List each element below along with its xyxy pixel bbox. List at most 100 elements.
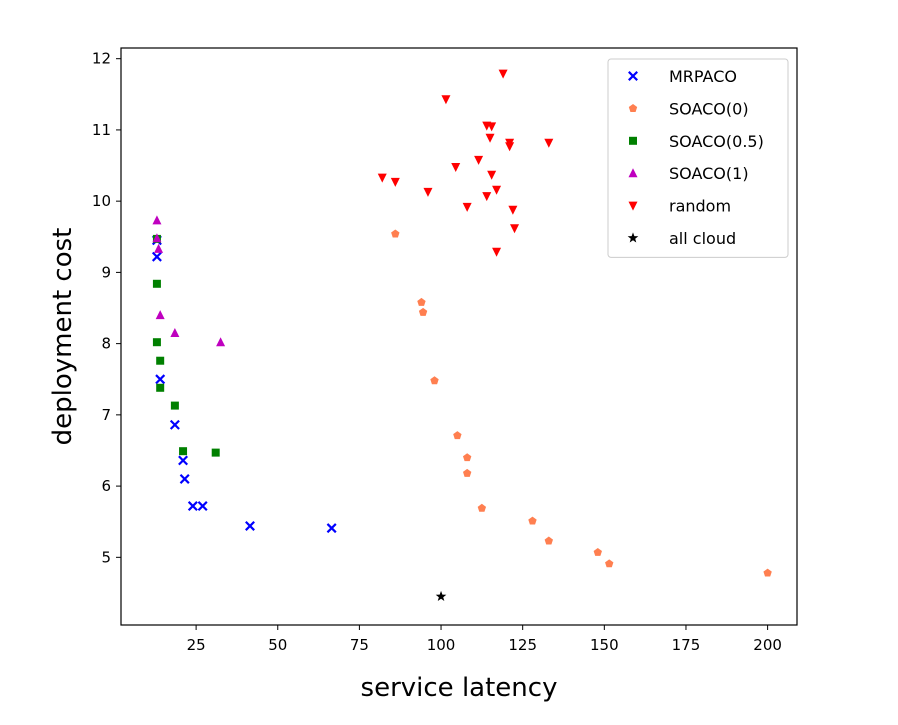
data-point — [451, 162, 461, 172]
data-point — [544, 138, 554, 148]
data-point — [423, 187, 433, 197]
y-tick-label: 8 — [101, 335, 111, 353]
data-point — [170, 327, 180, 337]
data-point — [152, 338, 161, 347]
data-point — [156, 383, 165, 392]
data-point — [152, 279, 161, 288]
series-soaco-1 — [152, 215, 226, 347]
data-point — [593, 547, 602, 556]
series-random — [377, 69, 554, 257]
x-tick-label: 125 — [508, 636, 537, 654]
legend-item: SOACO(1) — [628, 164, 749, 183]
data-point — [605, 559, 614, 568]
y-tick-label: 5 — [101, 548, 111, 566]
data-point — [492, 247, 502, 257]
data-point — [430, 376, 439, 385]
x-tick-label: 175 — [672, 636, 701, 654]
data-point — [492, 185, 502, 195]
data-point — [169, 419, 180, 430]
legend-label: random — [669, 197, 731, 216]
data-point — [154, 243, 164, 253]
legend-label: SOACO(1) — [669, 164, 749, 183]
y-axis-label: deployment cost — [48, 228, 78, 446]
data-point — [326, 523, 337, 534]
data-point — [487, 170, 497, 180]
legend-label: all cloud — [669, 229, 736, 248]
data-point — [510, 224, 520, 234]
series-soaco-0-5 — [152, 234, 220, 457]
data-point — [418, 307, 428, 316]
y-tick-label: 6 — [101, 477, 111, 495]
x-axis-label: service latency — [361, 673, 558, 703]
data-point — [508, 205, 518, 215]
data-point — [487, 122, 497, 132]
legend-marker — [629, 136, 637, 145]
legend-marker — [628, 71, 638, 81]
legend-item: all cloud — [627, 229, 736, 248]
data-point — [152, 215, 162, 225]
data-point — [151, 251, 162, 262]
y-tick-label: 12 — [92, 50, 111, 68]
data-point — [462, 453, 472, 462]
data-point — [482, 192, 492, 202]
data-point — [179, 447, 188, 456]
data-point — [498, 69, 508, 79]
data-point — [763, 568, 772, 577]
x-tick-label: 100 — [427, 636, 456, 654]
y-tick-label: 10 — [92, 192, 111, 210]
legend-item: SOACO(0) — [628, 99, 749, 118]
data-point — [155, 310, 165, 320]
legend-marker — [627, 232, 639, 243]
data-point — [187, 501, 198, 512]
data-point — [245, 521, 255, 531]
data-point — [477, 503, 487, 512]
legend-item: SOACO(0.5) — [629, 132, 764, 151]
x-tick-label: 200 — [753, 636, 782, 654]
data-point — [417, 297, 426, 306]
data-point — [152, 233, 162, 243]
x-tick-label: 25 — [187, 636, 206, 654]
data-point — [453, 431, 462, 440]
legend-item: MRPACO — [628, 67, 737, 86]
y-axis: 5 6 7 8 9 10 11 12 — [92, 50, 121, 566]
data-point — [390, 177, 400, 187]
data-point — [170, 401, 179, 410]
data-point — [435, 590, 447, 602]
x-tick-label: 150 — [590, 636, 619, 654]
legend-label: MRPACO — [669, 67, 737, 86]
data-point — [197, 501, 208, 512]
data-point — [179, 473, 190, 484]
data-point — [156, 356, 165, 365]
plot-frame — [120, 47, 798, 626]
data-point — [462, 468, 472, 477]
series-all-cloud — [435, 590, 447, 602]
data-point — [544, 536, 553, 545]
data-point — [505, 142, 515, 152]
legend-marker — [628, 104, 638, 112]
y-tick-label: 9 — [101, 263, 111, 281]
data-point — [528, 516, 537, 525]
x-tick-label: 50 — [268, 636, 287, 654]
y-tick-label: 11 — [92, 121, 111, 139]
data-point — [474, 155, 484, 165]
legend: MRPACO SOACO(0) SOACO(0.5) SOACO(1) random al… — [607, 58, 789, 258]
legend-marker — [628, 168, 638, 178]
data-point — [377, 173, 387, 183]
data-point — [216, 337, 226, 347]
data-point — [485, 133, 495, 143]
series-soaco-0 — [391, 229, 772, 577]
legend-label: SOACO(0) — [669, 99, 749, 118]
legend-marker — [628, 201, 638, 211]
legend-box — [607, 58, 789, 258]
data-point — [441, 95, 451, 105]
data-point — [391, 229, 400, 238]
data-point — [178, 455, 189, 466]
x-tick-label: 75 — [350, 636, 369, 654]
plot-marks — [151, 69, 772, 602]
data-point — [211, 448, 220, 457]
data-point — [155, 374, 166, 385]
y-tick-label: 7 — [101, 406, 111, 424]
legend-label: SOACO(0.5) — [669, 132, 764, 151]
legend-item: random — [628, 197, 731, 216]
